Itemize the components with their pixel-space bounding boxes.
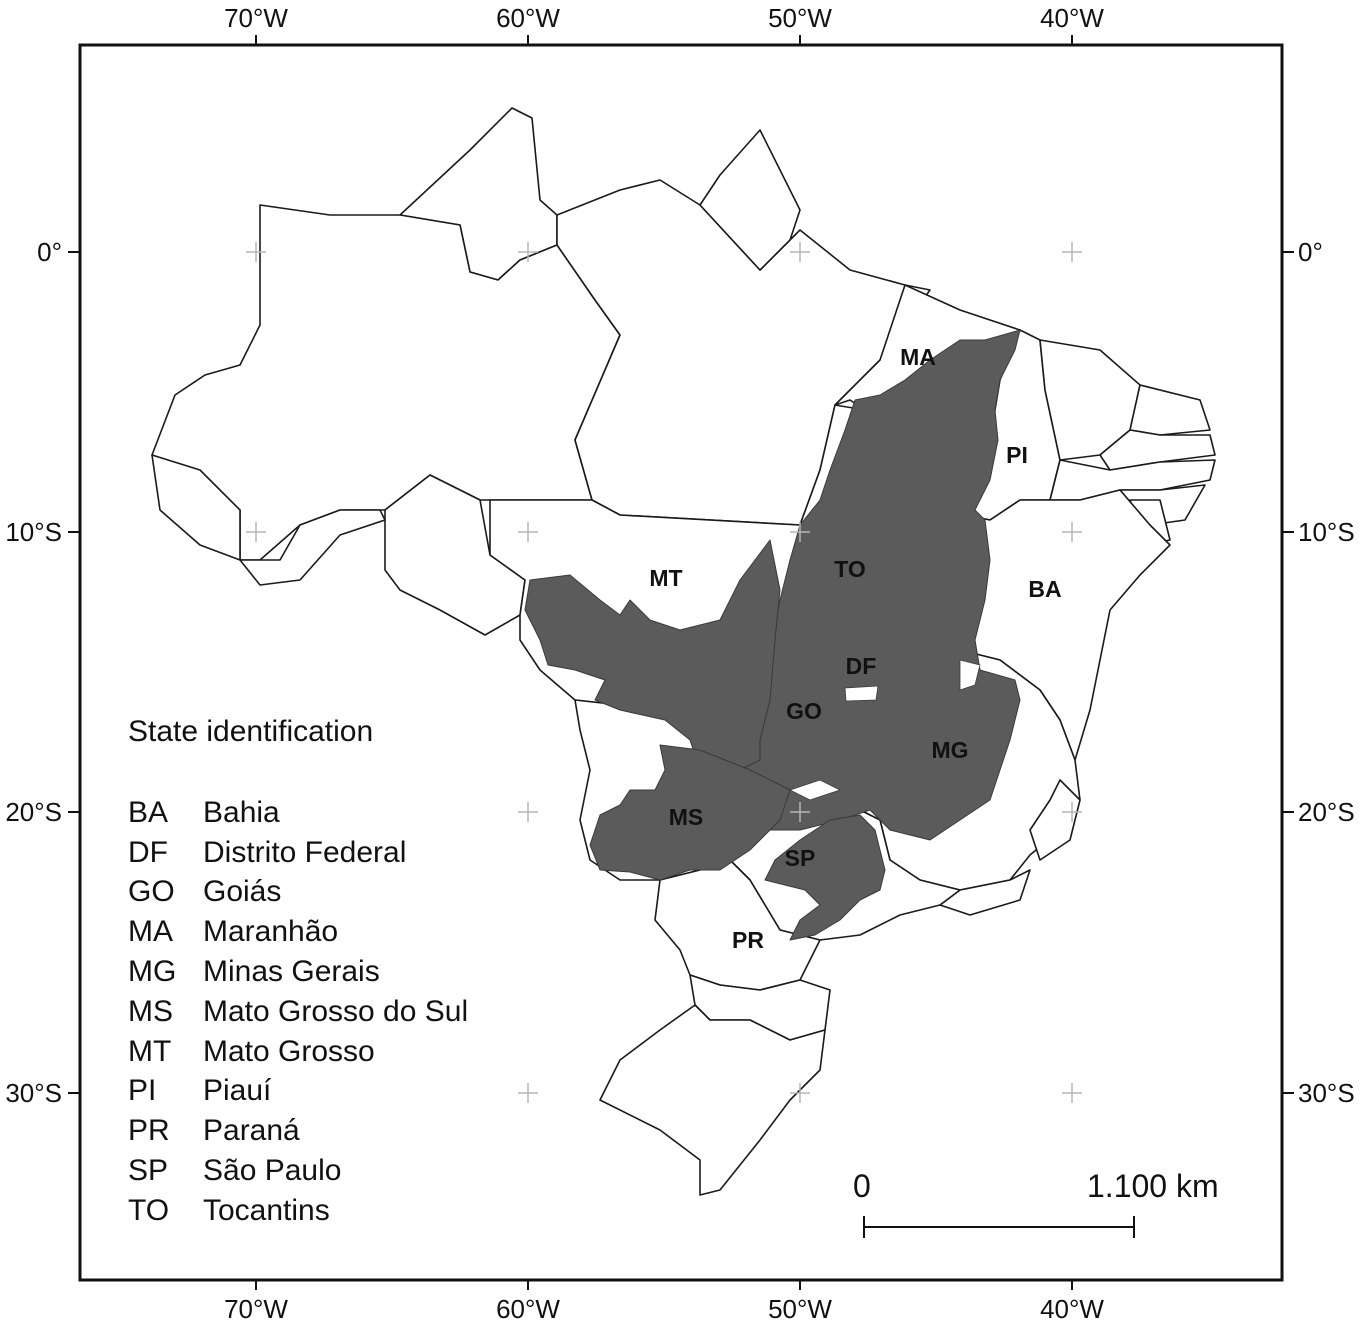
state-rio-grande-do-sul [599, 1004, 826, 1196]
lon-label-top-70w: 70°W [224, 3, 288, 33]
highlighted-region [524, 329, 1021, 941]
legend-row: SP São Paulo [128, 1151, 468, 1191]
legend-row: DF Distrito Federal [128, 833, 468, 873]
state-acre [151, 454, 386, 586]
lat-label-right-0: 0° [1298, 237, 1323, 267]
state-rn [1129, 384, 1211, 436]
legend-title: State identification [128, 715, 374, 748]
gap-sp-1 [788, 779, 842, 801]
lat-label-right-20s: 20°S [1298, 797, 1355, 827]
state-amapa [699, 129, 801, 271]
lon-label-top-40w: 40°W [1040, 3, 1104, 33]
legend-state-name: Distrito Federal [203, 835, 407, 869]
lat-label-right-30s: 30°S [1298, 1078, 1355, 1108]
legend-state-name: Piauí [203, 1074, 272, 1108]
state-label-ms: MS [669, 804, 704, 830]
state-legend: State identification BA Bahia DF Distrito … [128, 712, 468, 1231]
gap-go [844, 685, 879, 702]
state-espirito-santo [1029, 779, 1081, 861]
state-label-mg: MG [931, 737, 968, 763]
legend-row: MS Mato Grosso do Sul [128, 992, 468, 1032]
legend-code: MS [128, 994, 173, 1028]
lon-label-top-60w: 60°W [496, 3, 560, 33]
legend-row: MA Maranhão [128, 912, 468, 952]
legend-state-name: Paraná [203, 1114, 300, 1148]
legend-row: TO Tocantins [128, 1191, 468, 1231]
highlight-west-lobe [524, 539, 781, 771]
scale-bar-end-label: 1.100 km [1087, 1168, 1219, 1204]
legend-state-name: São Paulo [203, 1153, 342, 1187]
legend-state-name: Maranhão [203, 915, 339, 949]
legend-row: MG Minas Gerais [128, 952, 468, 992]
legend-state-name: Minas Gerais [203, 954, 380, 988]
lon-label-bottom-70w: 70°W [224, 1294, 288, 1324]
legend-code: PI [128, 1074, 157, 1108]
highlight-sp-lobe [764, 814, 886, 941]
legend-code: DF [128, 835, 168, 869]
frame-ticks [68, 35, 1294, 1290]
lat-label-left-20s: 20°S [5, 797, 62, 827]
highlight-ms-lobe [589, 744, 791, 881]
lat-label-left-30s: 30°S [5, 1078, 62, 1108]
lon-label-bottom-40w: 40°W [1040, 1294, 1104, 1324]
legend-row: PI Piauí [128, 1071, 468, 1111]
lon-label-top-50w: 50°W [768, 3, 832, 33]
highlight-north-core [699, 329, 1021, 841]
legend-state-name: Tocantins [203, 1193, 330, 1227]
legend-code: BA [128, 795, 169, 829]
legend-row: BA Bahia [128, 793, 468, 833]
highlight-gaps [788, 659, 981, 801]
state-label-pi: PI [1006, 442, 1028, 468]
legend-state-name: Mato Grosso [203, 1034, 375, 1068]
lat-label-right-10s: 10°S [1298, 517, 1355, 547]
legend-code: PR [128, 1114, 170, 1148]
scale-bar-start-label: 0 [853, 1168, 871, 1204]
legend-code: MT [128, 1034, 172, 1068]
legend-row: GO Goiás [128, 872, 468, 912]
state-label-sp: SP [785, 845, 816, 871]
lon-label-bottom-60w: 60°W [496, 1294, 560, 1324]
legend-row: PR Paraná [128, 1111, 468, 1151]
lat-label-left-10s: 10°S [5, 517, 62, 547]
legend-state-name: Goiás [203, 875, 282, 909]
legend-state-name: Mato Grosso do Sul [203, 994, 469, 1028]
state-label-ma: MA [900, 344, 936, 370]
map-frame [78, 43, 1284, 1282]
lat-label-left-0: 0° [37, 237, 62, 267]
state-label-ba: BA [1028, 576, 1061, 602]
legend-code: GO [128, 875, 175, 909]
legend-code: MA [128, 915, 173, 949]
state-label-df: DF [846, 653, 877, 679]
graticule-crosses [246, 242, 1082, 1103]
legend-state-name: Bahia [203, 795, 280, 829]
legend-row: MT Mato Grosso [128, 1032, 468, 1072]
gap-mg-1 [959, 659, 981, 691]
state-label-to: TO [834, 556, 866, 582]
state-label-pr: PR [732, 927, 764, 953]
state-label-mt: MT [649, 565, 682, 591]
legend-code: TO [128, 1193, 170, 1227]
scale-bar [863, 1216, 1135, 1238]
legend-code: MG [128, 954, 177, 988]
legend-code: SP [128, 1153, 169, 1187]
state-label-go: GO [786, 698, 822, 724]
lon-label-bottom-50w: 50°W [768, 1294, 832, 1324]
